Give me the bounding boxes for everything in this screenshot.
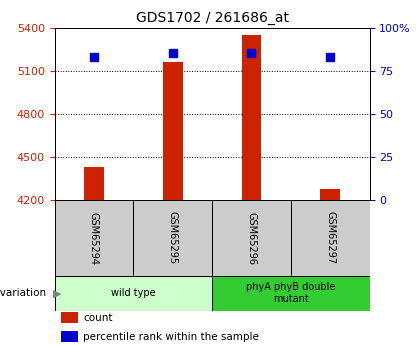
Point — [327, 54, 333, 60]
Bar — [55, 276, 212, 310]
Point — [91, 54, 97, 60]
Title: GDS1702 / 261686_at: GDS1702 / 261686_at — [136, 11, 289, 25]
Bar — [134, 200, 212, 276]
Bar — [55, 200, 134, 276]
Text: GSM65296: GSM65296 — [247, 211, 257, 265]
Bar — [241, 35, 261, 200]
Point — [169, 51, 176, 56]
Bar — [61, 331, 78, 342]
Text: ▶: ▶ — [52, 288, 61, 298]
Bar — [320, 189, 340, 200]
Text: GSM65297: GSM65297 — [325, 211, 335, 265]
Text: genotype/variation: genotype/variation — [0, 288, 46, 298]
Text: count: count — [83, 313, 113, 323]
Text: phyA phyB double
mutant: phyA phyB double mutant — [246, 283, 336, 304]
Text: GSM65294: GSM65294 — [89, 211, 99, 265]
Text: wild type: wild type — [111, 288, 156, 298]
Point — [248, 51, 255, 56]
Bar — [84, 167, 104, 200]
Bar — [212, 200, 291, 276]
Text: percentile rank within the sample: percentile rank within the sample — [83, 332, 259, 342]
Bar — [212, 276, 370, 310]
Bar — [291, 200, 370, 276]
Text: GSM65295: GSM65295 — [168, 211, 178, 265]
Bar — [163, 62, 183, 200]
Bar — [61, 312, 78, 323]
